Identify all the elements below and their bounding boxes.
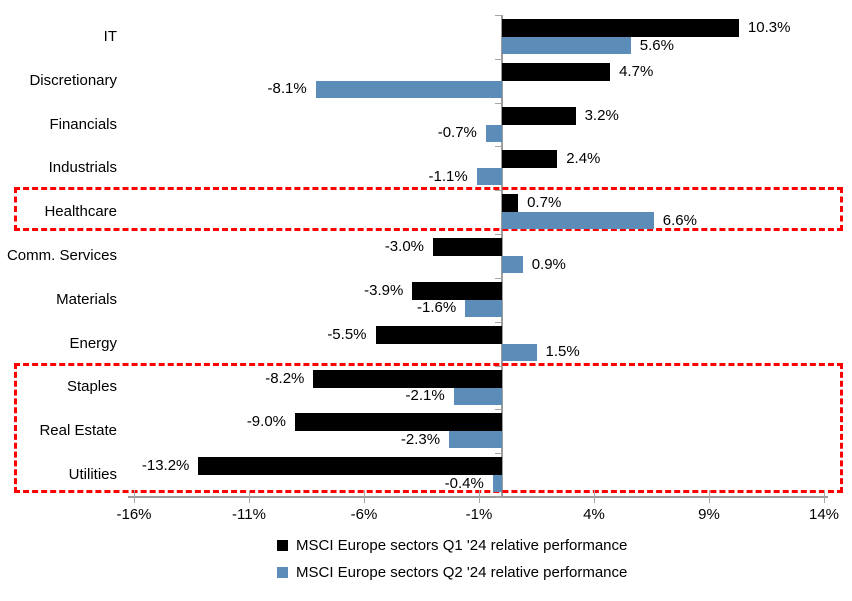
q2-bar <box>485 124 502 142</box>
value-label: -8.1% <box>267 80 307 98</box>
q1-legend-swatch <box>277 540 288 551</box>
q2-bar <box>449 431 502 449</box>
q2-legend-swatch <box>277 567 288 578</box>
category-label: Materials <box>56 290 117 308</box>
value-label: -13.2% <box>141 457 190 475</box>
category-tick <box>495 146 502 147</box>
category-label: IT <box>103 27 117 45</box>
q2-bar <box>315 80 502 98</box>
x-tick <box>479 490 480 503</box>
category-tick <box>495 15 502 16</box>
q1-bar <box>295 413 502 432</box>
q1-bar <box>198 457 502 476</box>
value-label: -1.6% <box>417 299 457 317</box>
x-tick-label: 4% <box>583 506 605 523</box>
value-label: 5.6% <box>639 36 674 54</box>
legend-entry-q1: MSCI Europe sectors Q1 '24 relative perf… <box>277 537 627 554</box>
q1-bar <box>502 150 558 169</box>
category-tick <box>495 322 502 323</box>
x-tick <box>824 490 825 503</box>
value-label: -0.4% <box>444 474 484 492</box>
q2-bar <box>502 343 537 361</box>
category-label: Staples <box>66 378 117 396</box>
value-label: 0.7% <box>527 194 562 212</box>
q1-bar <box>433 238 502 257</box>
category-tick <box>495 190 502 191</box>
value-label: 0.9% <box>531 255 566 273</box>
y-axis-line <box>501 15 503 497</box>
value-label: -8.2% <box>265 369 305 387</box>
x-tick-label: -16% <box>116 506 152 523</box>
category-tick <box>495 497 502 498</box>
category-label: Discretionary <box>29 71 117 89</box>
value-label: -0.7% <box>437 124 477 142</box>
q1-bar <box>313 369 502 388</box>
x-tick-label: -6% <box>350 506 378 523</box>
value-label: -3.9% <box>364 281 404 299</box>
category-tick <box>495 278 502 279</box>
value-label: 2.4% <box>566 150 601 168</box>
value-label: -5.5% <box>327 325 367 343</box>
q1-bar <box>502 62 611 81</box>
q2-bar <box>465 299 502 317</box>
q1-legend-label: MSCI Europe sectors Q1 '24 relative perf… <box>296 537 628 554</box>
value-label: 3.2% <box>584 106 619 124</box>
x-tick-label: 9% <box>698 506 720 523</box>
q1-bar <box>412 281 502 300</box>
value-label: -3.0% <box>384 238 424 256</box>
x-tick <box>364 490 365 503</box>
q2-bar <box>502 256 523 274</box>
category-tick <box>495 409 502 410</box>
category-tick <box>495 234 502 235</box>
value-label: 4.7% <box>619 62 654 80</box>
category-label: Comm. Services <box>6 247 117 264</box>
category-label: Financials <box>49 115 117 133</box>
category-label: Industrials <box>48 159 117 177</box>
x-axis-line <box>128 496 828 498</box>
q1-bar <box>502 19 739 37</box>
category-tick <box>495 366 502 367</box>
value-label: 6.6% <box>662 211 697 229</box>
q2-legend-label: MSCI Europe sectors Q2 '24 relative perf… <box>296 564 628 581</box>
q1-bar <box>375 325 502 344</box>
q2-bar <box>476 168 502 186</box>
highlight-box-defensives <box>14 363 843 493</box>
category-label: Real Estate <box>39 422 117 440</box>
x-tick-label: 14% <box>808 506 840 523</box>
x-tick-label: -11% <box>232 506 266 523</box>
q2-bar <box>502 212 654 230</box>
value-label: -1.1% <box>428 167 468 185</box>
category-tick <box>495 453 502 454</box>
chart-legend: MSCI Europe sectors Q1 '24 relative perf… <box>277 537 627 581</box>
x-tick <box>709 490 710 503</box>
q2-bar <box>492 475 502 493</box>
value-label: 1.5% <box>545 343 580 361</box>
q1-bar <box>502 194 519 213</box>
x-tick-label: -1% <box>465 506 493 523</box>
category-tick <box>495 59 502 60</box>
x-tick <box>249 490 250 503</box>
highlight-box-healthcare <box>14 187 843 231</box>
legend-entry-q2: MSCI Europe sectors Q2 '24 relative perf… <box>277 564 627 581</box>
q1-bar <box>502 106 576 125</box>
value-label: -9.0% <box>246 413 286 431</box>
category-label: Utilities <box>68 466 117 484</box>
value-label: -2.3% <box>400 430 441 448</box>
x-tick <box>594 490 595 503</box>
category-tick <box>495 103 502 104</box>
category-label: Energy <box>69 334 117 352</box>
q2-bar <box>502 37 631 54</box>
value-label: -2.1% <box>405 387 445 405</box>
x-tick <box>134 490 135 503</box>
q2-bar <box>453 387 502 405</box>
value-label: 10.3% <box>747 19 791 36</box>
category-label: Healthcare <box>44 203 117 221</box>
